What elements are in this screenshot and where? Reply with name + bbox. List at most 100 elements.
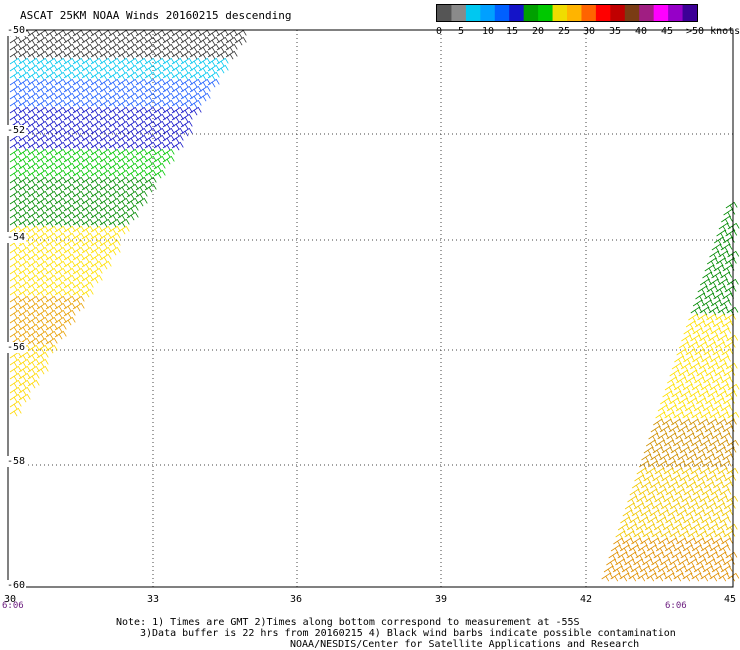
wind-barb [18,71,31,81]
wind-barb [705,341,718,351]
wind-barb [649,481,662,491]
wind-barb [721,376,733,386]
wind-barb [678,530,691,540]
wind-barb [180,99,193,109]
wind-barb [144,106,157,116]
wind-barb [663,439,676,449]
wind-barb [225,43,238,53]
wind-barb [90,64,103,74]
wind-barb [72,71,85,81]
wind-barb [27,267,40,277]
time-label-right: 6:06 [665,601,687,611]
wind-barb [108,92,121,102]
wind-barb [699,439,712,449]
wind-barb [9,323,22,333]
wind-barb [698,551,711,561]
wind-barb [144,99,157,109]
wind-barb [626,551,639,561]
wind-barb [18,330,31,340]
wind-barb [99,85,112,95]
wind-barb [171,85,184,95]
wind-barb [36,295,49,305]
wind-barb [63,85,76,95]
wind-barb [54,36,67,46]
wind-barb [99,50,112,60]
wind-barb [697,474,710,484]
wind-barb [63,57,76,67]
wind-barb [189,64,202,74]
legend-label: 20 [532,26,545,37]
wind-barb [36,365,49,375]
wind-barb [72,239,85,249]
wind-barb [36,127,49,137]
wind-barb [81,36,94,46]
wind-barb [671,551,684,561]
wind-barb [99,246,112,256]
wind-barb [18,113,31,123]
wind-barb [687,397,699,407]
wind-barb [144,50,157,60]
wind-barb [45,253,58,263]
wind-barb [667,481,680,491]
wind-barb [108,190,121,200]
wind-barb [126,99,139,109]
wind-barb [660,502,673,512]
wind-barb [117,134,130,144]
wind-barb [690,334,703,344]
wind-barb [646,544,659,554]
wind-barb [126,50,139,60]
wind-barb [703,348,716,358]
wind-barb [9,281,22,291]
wind-barb [694,376,706,386]
wind-barb [704,292,717,302]
wind-barb [90,183,103,193]
wind-barb [624,530,637,540]
wind-barb [135,85,148,95]
wind-barb [36,155,49,165]
wind-barb [708,278,721,288]
wind-barb [686,425,699,435]
wind-barb [698,390,711,400]
wind-barb [36,274,49,284]
wind-barb [171,99,184,109]
wind-barb [144,155,157,165]
wind-barb [108,232,121,242]
wind-barb [45,302,58,312]
wind-barb [702,432,715,442]
wind-barb [81,99,94,109]
wind-barb [18,190,31,200]
wind-barb [9,183,22,193]
wind-barb [36,43,49,53]
wind-barb [699,495,712,505]
wind-barb [189,43,202,53]
wind-barb [144,120,157,130]
wind-barb [108,64,121,74]
wind-barb [713,236,726,246]
wind-barb [678,558,690,568]
wind-barb [117,169,130,179]
wind-barb [603,565,616,575]
wind-barb [81,190,94,200]
wind-barb [9,267,22,277]
wind-barb [689,362,702,372]
wind-barb [689,523,702,533]
wind-barb [659,425,672,435]
wind-barb [189,78,202,88]
wind-barb [702,565,715,575]
wind-barb [718,544,731,554]
wind-barb [9,204,22,214]
wind-barb [715,474,728,484]
wind-barb [634,474,647,484]
wind-barb [36,183,49,193]
wind-barb [633,502,646,512]
wind-barb [72,169,85,179]
wind-barb [90,267,103,277]
wind-barb [162,36,175,46]
wind-barb [704,453,717,463]
wind-barb [144,92,157,102]
wind-barb [27,155,40,165]
wind-barb [718,250,731,260]
wind-barb [108,204,121,214]
legend-swatch [567,5,582,21]
legend-swatch [595,5,611,21]
